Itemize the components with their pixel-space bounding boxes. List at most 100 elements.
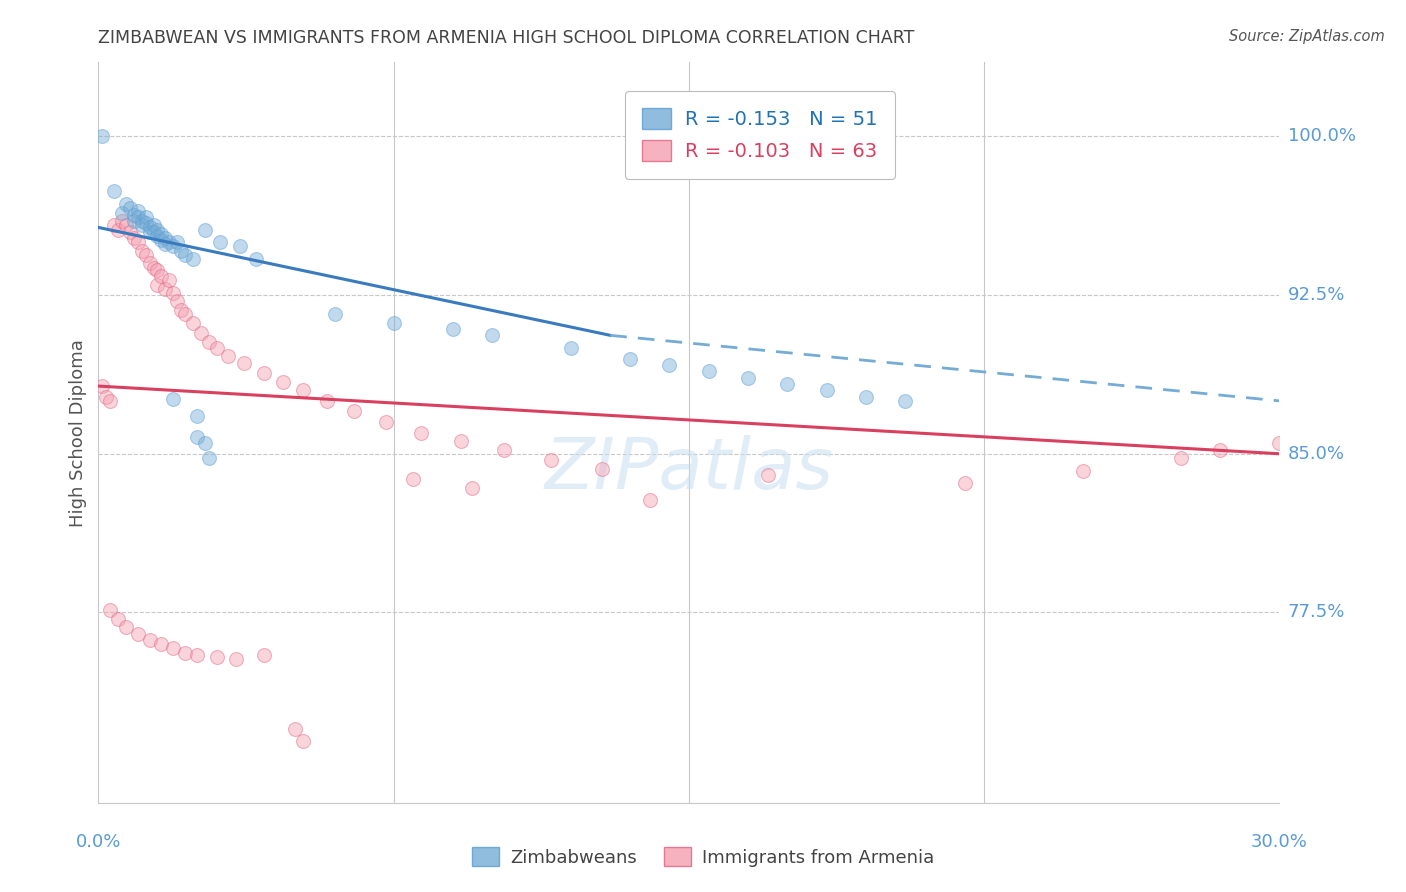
Point (855, 390, 877, 404)
Point (382, 316, 405, 330)
Text: Source: ZipAtlas.com: Source: ZipAtlas.com (1229, 29, 1385, 44)
Point (98, 603, 121, 617)
Point (103, 219, 125, 233)
Point (253, 648, 276, 662)
Point (190, 326, 212, 341)
Point (194, 436, 217, 450)
Point (157, 273, 180, 287)
Point (174, 646, 197, 660)
Point (756, 467, 779, 482)
Point (343, 404, 366, 418)
Point (1170, 450, 1192, 465)
Legend: Zimbabweans, Immigrants from Armenia: Zimbabweans, Immigrants from Armenia (465, 840, 941, 874)
Point (118, 225, 141, 239)
Point (115, 620, 138, 634)
Point (638, 493, 661, 508)
Point (127, 203, 149, 218)
Point (118, 202, 141, 216)
Point (461, 481, 484, 495)
Point (197, 450, 219, 465)
Point (107, 222, 129, 236)
Point (146, 228, 169, 243)
Point (894, 393, 917, 408)
Point (205, 341, 228, 355)
Y-axis label: High School Diploma: High School Diploma (69, 339, 87, 526)
Point (776, 376, 799, 391)
Point (450, 434, 472, 448)
Text: 77.5%: 77.5% (1288, 603, 1346, 622)
Point (170, 302, 193, 317)
Point (107, 612, 129, 626)
Text: 30.0%: 30.0% (1251, 833, 1308, 851)
Point (166, 294, 188, 309)
Point (146, 222, 169, 236)
Point (174, 248, 197, 262)
Point (162, 641, 184, 656)
Point (98, 393, 121, 408)
Text: 92.5%: 92.5% (1288, 286, 1346, 304)
Point (135, 210, 157, 224)
Point (142, 225, 165, 239)
Point (146, 262, 169, 277)
Point (96, 390, 118, 404)
Point (122, 214, 145, 228)
Point (245, 252, 267, 267)
Point (194, 222, 217, 236)
Point (155, 231, 177, 245)
Point (591, 461, 613, 475)
Point (619, 351, 641, 366)
Point (374, 415, 396, 429)
Point (181, 316, 204, 330)
Point (166, 235, 188, 250)
Point (225, 652, 247, 666)
Point (138, 632, 160, 647)
Point (197, 334, 219, 349)
Point (138, 225, 160, 239)
Point (181, 252, 204, 267)
Point (292, 384, 315, 398)
Point (1268, 436, 1291, 450)
Point (658, 358, 681, 372)
Point (111, 214, 134, 228)
Point (150, 637, 173, 651)
Point (127, 626, 149, 640)
Point (135, 248, 157, 262)
Point (292, 734, 315, 748)
Point (138, 256, 160, 270)
Text: 100.0%: 100.0% (1288, 128, 1355, 145)
Point (174, 307, 197, 321)
Point (1209, 442, 1232, 457)
Point (273, 375, 295, 389)
Point (91, 379, 114, 393)
Point (111, 205, 134, 219)
Point (142, 219, 165, 233)
Point (560, 341, 582, 355)
Text: 0.0%: 0.0% (76, 833, 121, 851)
Point (233, 356, 256, 370)
Point (142, 260, 165, 275)
Point (131, 244, 153, 258)
Point (131, 214, 153, 228)
Point (323, 307, 346, 321)
Point (150, 227, 173, 241)
Point (155, 282, 177, 296)
Point (815, 384, 838, 398)
Point (229, 239, 252, 253)
Point (157, 235, 180, 250)
Point (186, 648, 208, 662)
Point (138, 220, 160, 235)
Point (205, 649, 228, 664)
Point (737, 370, 759, 384)
Point (953, 476, 976, 491)
Point (481, 328, 503, 343)
Point (540, 453, 562, 467)
Point (155, 237, 177, 252)
Point (127, 235, 149, 250)
Point (91, 129, 114, 144)
Point (115, 219, 138, 233)
Point (170, 244, 193, 258)
Text: ZIPatlas: ZIPatlas (544, 435, 834, 504)
Point (122, 231, 145, 245)
Text: ZIMBABWEAN VS IMMIGRANTS FROM ARMENIA HIGH SCHOOL DIPLOMA CORRELATION CHART: ZIMBABWEAN VS IMMIGRANTS FROM ARMENIA HI… (98, 29, 915, 47)
Point (1071, 464, 1094, 478)
